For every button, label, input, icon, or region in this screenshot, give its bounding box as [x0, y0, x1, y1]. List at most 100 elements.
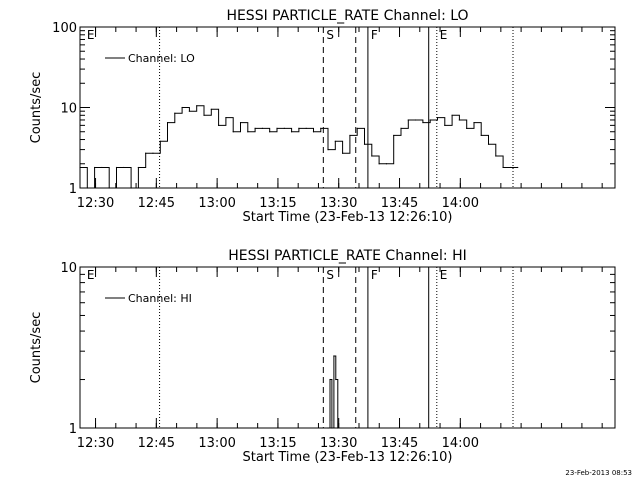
data-point — [436, 116, 439, 119]
chart-title: HESSI PARTICLE_RATE Channel: HI — [228, 248, 466, 264]
data-point — [444, 124, 446, 126]
event-marker-label: F — [371, 268, 378, 282]
data-point — [363, 143, 366, 145]
data-point — [385, 163, 388, 165]
data-point — [305, 127, 307, 130]
data-point — [115, 166, 118, 169]
data-point — [473, 121, 475, 124]
y-axis-label: Counts/sec — [29, 72, 44, 144]
event-marker-label: F — [371, 28, 378, 42]
x-tick-label: 12:30 — [77, 436, 114, 451]
plot-frame — [79, 266, 616, 429]
data-point — [152, 152, 154, 154]
panel-lo: HESSI PARTICLE_RATE Channel: LO 1 10 100 12:… — [29, 8, 616, 225]
chart-title: HESSI PARTICLE_RATE Channel: LO — [226, 8, 468, 24]
data-point — [86, 187, 88, 189]
data-point — [174, 112, 176, 114]
data-point — [356, 127, 358, 130]
data-point — [188, 110, 191, 112]
x-axis-label: Start Time (23-Feb-13 12:26:10) — [243, 450, 453, 465]
data-point — [378, 163, 380, 165]
data-point — [414, 119, 417, 121]
x-tick-label: 13:15 — [259, 196, 296, 211]
data-point — [329, 378, 331, 381]
x-tick-label: 13:30 — [320, 436, 357, 451]
data-point — [327, 148, 329, 151]
data-point — [334, 140, 336, 142]
data-point — [337, 427, 339, 429]
x-tick-label: 13:45 — [381, 196, 418, 211]
data-point — [517, 166, 519, 169]
data-point — [269, 131, 271, 133]
event-marker-label: E — [440, 28, 448, 42]
data-point — [290, 131, 293, 133]
data-point — [320, 127, 322, 130]
x-tick-label: 14:00 — [442, 436, 479, 451]
data-point — [247, 131, 249, 133]
y-axis-label: Counts/sec — [29, 312, 44, 384]
x-tick-label: 14:00 — [442, 196, 479, 211]
data-point — [159, 140, 161, 142]
data-point — [342, 152, 344, 154]
data-point — [79, 166, 81, 169]
event-marker-label: E — [87, 268, 95, 282]
data-point — [495, 155, 497, 157]
data-point — [145, 152, 147, 154]
x-tick-label: 12:45 — [138, 196, 175, 211]
data-point — [371, 155, 373, 157]
data-point — [210, 108, 212, 110]
y-tick-label: 100 — [52, 21, 77, 36]
legend-label: Channel: LO — [128, 52, 195, 65]
event-marker-label: E — [87, 28, 95, 42]
x-tick-label: 13:45 — [381, 436, 418, 451]
x-tick-label: 13:00 — [198, 196, 235, 211]
timestamp-stamp: 23-Feb-2013 08:53 — [565, 469, 632, 477]
data-point — [393, 134, 395, 137]
y-tick-label: 1 — [69, 422, 77, 437]
data-point — [451, 114, 453, 116]
y-tick-label: 10 — [60, 261, 77, 276]
data-point — [349, 134, 351, 137]
data-point — [335, 378, 337, 381]
data-point — [261, 127, 263, 130]
data-point — [429, 119, 431, 121]
data-point — [254, 127, 256, 130]
series-line — [328, 355, 339, 429]
data-point — [101, 166, 103, 169]
data-point — [509, 166, 512, 169]
x-axis-label: Start Time (23-Feb-13 12:26:10) — [243, 210, 453, 225]
data-point — [93, 166, 96, 169]
data-point — [480, 134, 482, 137]
y-tick-label: 1 — [69, 182, 77, 197]
data-point — [239, 121, 242, 124]
data-point — [166, 121, 169, 124]
data-point — [331, 427, 333, 429]
data-point — [333, 355, 335, 357]
data-point — [283, 127, 285, 130]
y-tick-label: 10 — [60, 102, 77, 117]
data-point — [422, 121, 424, 124]
data-point — [123, 166, 125, 169]
x-tick-label: 13:00 — [198, 436, 235, 451]
data-point — [327, 427, 329, 429]
data-point — [181, 106, 183, 109]
data-point — [466, 127, 468, 130]
data-point — [196, 105, 198, 107]
data-point — [487, 143, 490, 145]
x-tick-label: 12:30 — [77, 196, 114, 211]
data-point — [203, 114, 205, 116]
data-point — [298, 127, 300, 130]
data-point — [407, 119, 409, 121]
data-point — [458, 119, 460, 121]
data-point — [225, 116, 227, 119]
series-line — [80, 105, 518, 189]
data-point — [312, 131, 315, 133]
data-point — [400, 127, 402, 130]
x-tick-label: 13:30 — [320, 196, 357, 211]
legend-label: Channel: HI — [128, 292, 192, 305]
panel-hi: HESSI PARTICLE_RATE Channel: HI 1 10 12:30 1… — [29, 248, 616, 465]
event-marker-label: S — [326, 268, 334, 282]
event-marker-label: E — [440, 268, 448, 282]
data-point — [502, 166, 504, 169]
